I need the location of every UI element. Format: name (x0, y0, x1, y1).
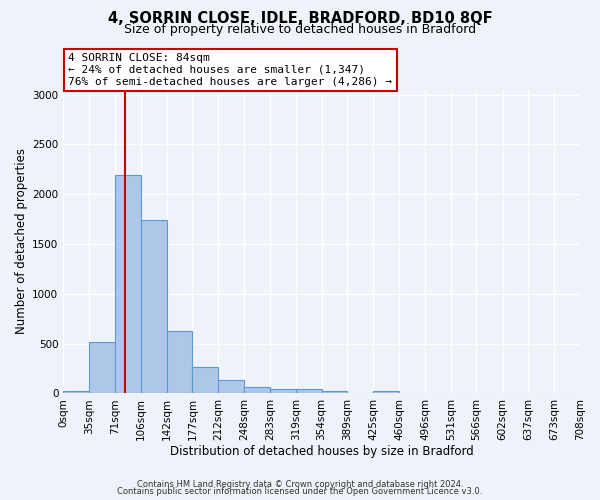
Bar (296, 390, 322, 394)
Text: 4 SORRIN CLOSE: 84sqm
← 24% of detached houses are smaller (1,347)
76% of semi-d: 4 SORRIN CLOSE: 84sqm ← 24% of detached … (68, 54, 392, 86)
Bar (244, 387, 270, 394)
Bar (218, 380, 244, 394)
Text: Contains HM Land Registry data © Crown copyright and database right 2024.: Contains HM Land Registry data © Crown c… (137, 480, 463, 489)
Bar (167, 330, 193, 394)
Text: Contains public sector information licensed under the Open Government Licence v3: Contains public sector information licen… (118, 488, 482, 496)
Bar (373, 392, 399, 394)
Bar (193, 368, 218, 394)
Bar (89, 342, 115, 394)
Bar (270, 390, 296, 394)
X-axis label: Distribution of detached houses by size in Bradford: Distribution of detached houses by size … (170, 444, 473, 458)
Bar (63, 392, 89, 394)
Text: Size of property relative to detached houses in Bradford: Size of property relative to detached ho… (124, 22, 476, 36)
Bar (322, 391, 347, 394)
Bar (140, 220, 167, 394)
Text: 4, SORRIN CLOSE, IDLE, BRADFORD, BD10 8QF: 4, SORRIN CLOSE, IDLE, BRADFORD, BD10 8Q… (107, 11, 493, 26)
Y-axis label: Number of detached properties: Number of detached properties (15, 148, 28, 334)
Bar (115, 175, 140, 394)
